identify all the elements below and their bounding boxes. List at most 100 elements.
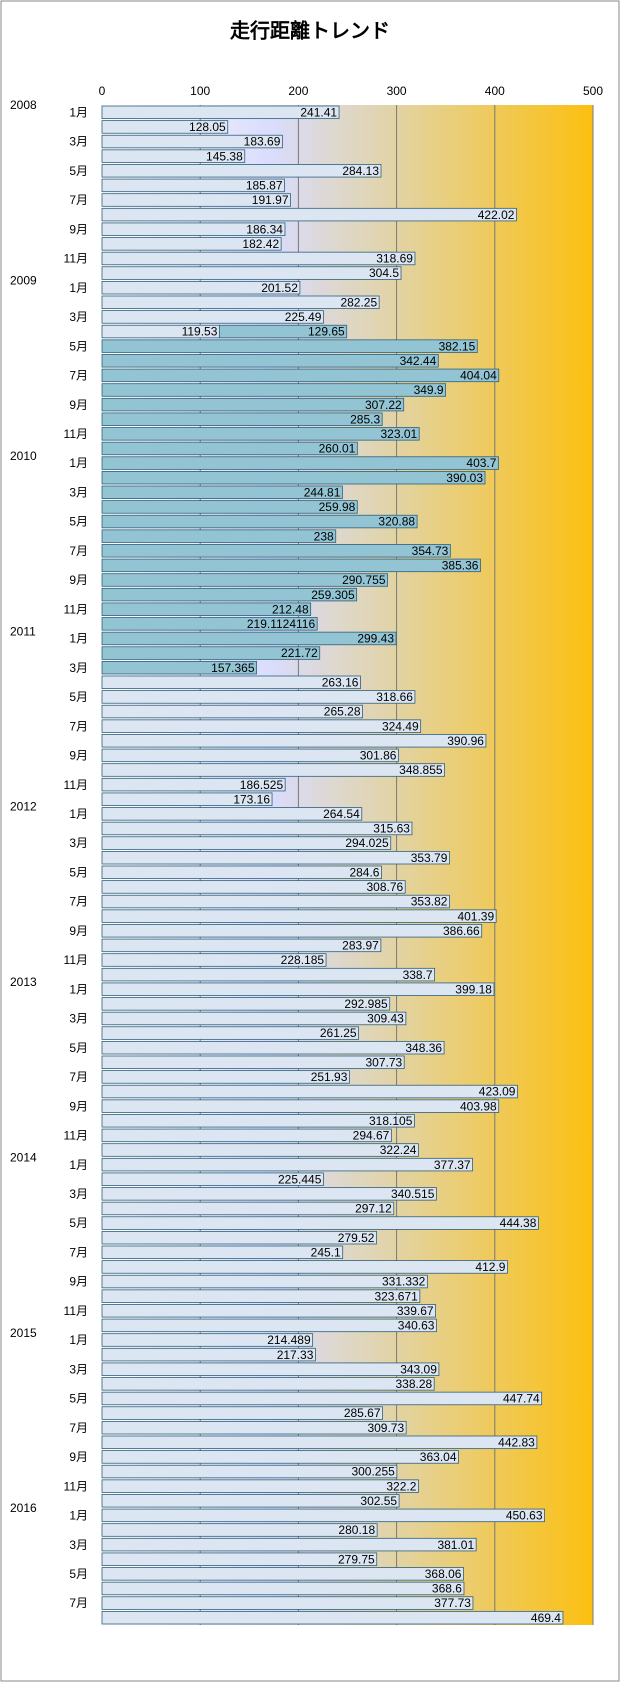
bar <box>101 719 422 733</box>
y-tick-label: 11月 <box>64 778 88 792</box>
bar <box>101 953 327 967</box>
data-label: 280.18 <box>338 1523 375 1537</box>
bar <box>101 1523 378 1537</box>
data-label: 322.24 <box>380 1143 417 1157</box>
bar <box>101 1260 508 1274</box>
bar <box>101 587 358 602</box>
data-label: 353.82 <box>411 895 448 909</box>
bar <box>101 280 301 295</box>
data-label: 300.255 <box>351 1465 395 1479</box>
data-label: 173.16 <box>233 792 270 806</box>
data-label: 403.98 <box>460 1099 497 1113</box>
data-label: 320.88 <box>378 515 415 529</box>
bar <box>218 324 348 339</box>
data-label: 348.855 <box>399 763 443 777</box>
y-tick-label: 5月 <box>69 690 88 704</box>
bar <box>101 134 283 149</box>
data-label: 338.7 <box>403 968 433 982</box>
y-tick-label: 11月 <box>64 1479 88 1493</box>
bar <box>101 1464 398 1479</box>
bar <box>101 368 500 383</box>
bar <box>101 748 399 763</box>
bar <box>101 836 392 850</box>
y-tick-label: 7月 <box>69 1421 88 1435</box>
data-label: 260.01 <box>319 442 356 456</box>
data-label: 353.79 <box>411 851 448 865</box>
bar <box>101 558 481 573</box>
data-label: 390.96 <box>447 734 484 748</box>
year-label: 2011 <box>10 624 36 638</box>
data-label: 354.73 <box>412 544 449 558</box>
data-label: 349.9 <box>414 383 444 397</box>
bar <box>101 310 324 324</box>
bar <box>101 1084 518 1099</box>
data-label: 450.63 <box>506 1509 543 1523</box>
data-label: 368.06 <box>425 1567 462 1581</box>
y-tick-label: 1月 <box>69 456 88 470</box>
bar <box>101 1026 359 1040</box>
data-label: 342.44 <box>400 354 437 368</box>
data-label: 294.025 <box>345 836 389 850</box>
bar <box>101 1508 545 1523</box>
bar <box>101 1420 407 1435</box>
data-label: 307.73 <box>365 1055 402 1069</box>
data-label: 403.7 <box>466 456 496 470</box>
bar <box>101 178 285 193</box>
year-label: 2016 <box>10 1501 37 1515</box>
bar <box>101 1552 378 1566</box>
y-tick-label: 1月 <box>69 105 88 119</box>
y-tick-label: 3月 <box>69 135 88 149</box>
bar <box>101 865 382 880</box>
bar <box>101 821 413 836</box>
bar <box>101 1347 316 1362</box>
bar <box>101 1479 419 1493</box>
y-tick-label: 11月 <box>64 1304 88 1318</box>
bar <box>101 1230 377 1245</box>
data-label: 145.38 <box>206 149 243 163</box>
bar <box>101 646 321 660</box>
y-tick-label: 3月 <box>69 661 88 675</box>
data-label: 308.76 <box>366 880 403 894</box>
data-label: 290.755 <box>342 573 386 587</box>
y-tick-label: 11月 <box>64 953 88 967</box>
bar <box>101 1274 428 1289</box>
bar <box>101 660 257 675</box>
bar <box>101 938 382 953</box>
bar <box>101 1172 324 1186</box>
data-label: 331.332 <box>382 1275 426 1289</box>
data-label: 279.75 <box>338 1552 375 1566</box>
y-tick-label: 7月 <box>69 719 88 733</box>
bar <box>101 237 282 251</box>
data-label: 185.87 <box>246 179 283 193</box>
bar <box>101 120 229 134</box>
bar <box>101 1596 474 1610</box>
bar <box>101 295 380 310</box>
y-tick-label: 9月 <box>69 924 88 938</box>
data-label: 339.67 <box>397 1304 434 1318</box>
data-label: 129.65 <box>308 325 345 339</box>
y-tick-label: 3月 <box>69 1012 88 1026</box>
data-label: 381.01 <box>437 1538 474 1552</box>
data-label: 225.445 <box>278 1172 322 1186</box>
data-label: 404.04 <box>460 369 497 383</box>
bar <box>101 1187 437 1201</box>
year-label: 2012 <box>10 800 37 814</box>
data-label: 412.9 <box>475 1260 505 1274</box>
year-label: 2009 <box>10 274 37 288</box>
bar <box>101 1377 435 1391</box>
year-label: 2013 <box>10 975 37 989</box>
data-label: 245.1 <box>311 1245 341 1259</box>
bar <box>101 734 487 748</box>
bar <box>101 967 436 982</box>
y-tick-label: 11月 <box>64 602 88 616</box>
bar <box>101 456 499 470</box>
bar <box>101 470 486 485</box>
year-label: 2015 <box>10 1326 37 1340</box>
bar <box>101 1157 473 1172</box>
data-label: 261.25 <box>320 1026 357 1040</box>
data-label: 228.185 <box>281 953 325 967</box>
data-label: 390.03 <box>446 471 483 485</box>
data-label: 343.09 <box>400 1362 437 1376</box>
y-tick-label: 1月 <box>69 1158 88 1172</box>
